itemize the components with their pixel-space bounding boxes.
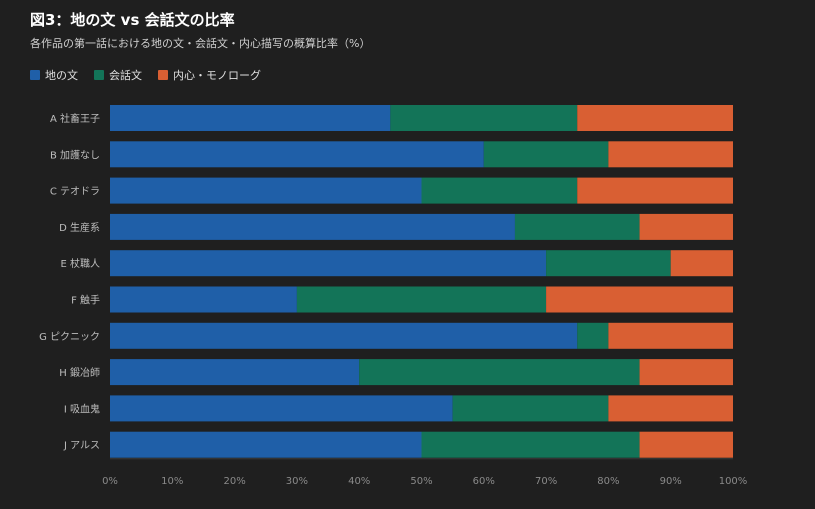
category-label: F 触手 (71, 294, 100, 307)
bar-segment-narration[interactable] (110, 322, 578, 349)
bar-segment-dialogue[interactable] (577, 322, 609, 349)
category-label: A 社畜王子 (50, 112, 100, 125)
bar-segment-monologue[interactable] (577, 105, 733, 131)
bar-segment-monologue[interactable] (670, 250, 733, 277)
legend-swatch-dialogue (94, 70, 104, 80)
category-label: C テオドラ (50, 186, 100, 198)
category-label: B 加護なし (50, 148, 100, 161)
category-label: D 生産系 (59, 221, 100, 234)
legend-label-dialogue: 会話文 (109, 69, 142, 82)
x-tick-label: 50% (410, 476, 432, 487)
x-tick-label: 90% (660, 476, 682, 487)
x-tick-label: 30% (286, 476, 308, 487)
chart-title: 図3：地の文 vs 会話文の比率 (30, 11, 235, 29)
bar-segment-dialogue[interactable] (390, 105, 578, 131)
x-tick-label: 0% (102, 476, 118, 487)
category-label: J アルス (63, 441, 100, 452)
x-tick-label: 10% (161, 476, 183, 487)
legend-item-monologue[interactable]: 内心・モノローグ (158, 67, 261, 83)
bar-segment-narration[interactable] (110, 395, 453, 422)
bar-segment-monologue[interactable] (608, 395, 733, 422)
bar-segment-dialogue[interactable] (421, 177, 578, 204)
bar-segment-narration[interactable] (110, 286, 297, 313)
x-tick-label: 20% (223, 476, 245, 487)
category-label: E 杖職人 (61, 257, 101, 270)
bar-segment-narration[interactable] (110, 213, 515, 240)
chart-subtitle: 各作品の第一話における地の文・会話文・内心描写の概算比率（%） (30, 37, 371, 50)
bar-segment-narration[interactable] (110, 177, 422, 204)
bar-segment-monologue[interactable] (577, 177, 733, 204)
bar-segment-monologue[interactable] (639, 213, 733, 240)
x-tick-label: 80% (597, 476, 619, 487)
bar-segment-monologue[interactable] (639, 359, 733, 386)
chart-legend: 地の文 会話文 内心・モノローグ (30, 67, 261, 83)
bar-segment-narration[interactable] (110, 431, 422, 458)
legend-item-dialogue[interactable]: 会話文 (94, 67, 142, 83)
x-tick-label: 40% (348, 476, 370, 487)
legend-swatch-monologue (158, 70, 168, 80)
bar-segment-dialogue[interactable] (483, 141, 609, 168)
bar-segment-dialogue[interactable] (421, 431, 640, 458)
x-tick-label: 100% (719, 476, 748, 487)
bar-segment-monologue[interactable] (546, 286, 733, 313)
bar-segment-narration[interactable] (110, 105, 391, 131)
legend-swatch-narration (30, 70, 40, 80)
legend-label-monologue: 内心・モノローグ (173, 69, 261, 82)
category-label: G ピクニック (39, 331, 100, 343)
bar-segment-narration[interactable] (110, 359, 360, 386)
bar-segment-narration[interactable] (110, 141, 484, 168)
bar-segment-dialogue[interactable] (359, 359, 640, 386)
legend-item-narration[interactable]: 地の文 (30, 67, 78, 83)
bar-segment-monologue[interactable] (608, 141, 733, 168)
bar-segment-dialogue[interactable] (514, 213, 640, 240)
category-label: I 吸血鬼 (64, 402, 100, 415)
bar-segment-dialogue[interactable] (546, 250, 671, 277)
bar-segment-monologue[interactable] (639, 431, 733, 458)
bar-segment-narration[interactable] (110, 250, 547, 277)
bar-segment-monologue[interactable] (608, 322, 733, 349)
legend-label-narration: 地の文 (45, 69, 78, 82)
bar-segment-dialogue[interactable] (296, 286, 547, 313)
bar-segment-dialogue[interactable] (452, 395, 609, 422)
x-tick-label: 60% (473, 476, 495, 487)
category-label: H 鍛冶師 (59, 366, 100, 379)
x-tick-label: 70% (535, 476, 557, 487)
